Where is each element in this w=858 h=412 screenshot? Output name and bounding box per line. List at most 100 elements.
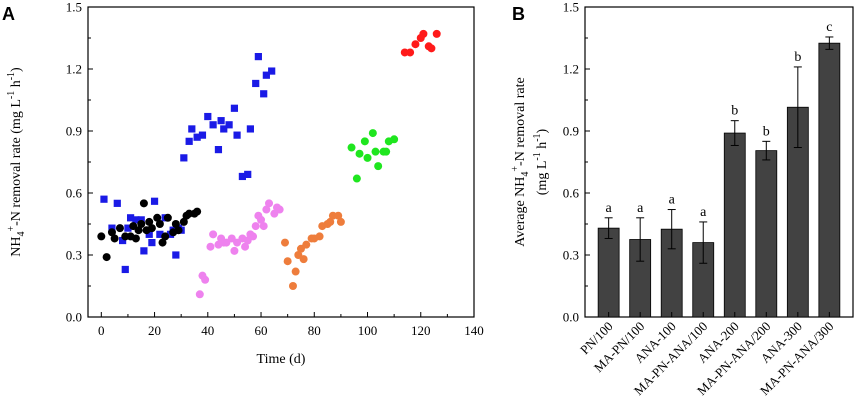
panel-a-data-point bbox=[299, 255, 308, 264]
panel-a-y-tick-label: 0.0 bbox=[66, 310, 82, 325]
panel-a-data-point bbox=[161, 232, 170, 241]
panel-b-significance-letter: a bbox=[637, 201, 644, 216]
panel-a-data-point bbox=[360, 137, 369, 146]
panel-a-data-point bbox=[193, 207, 202, 216]
panel-a-data-point bbox=[204, 112, 212, 121]
panel-a-data-point bbox=[260, 90, 268, 98]
panel-b-significance-letter: a bbox=[669, 193, 676, 208]
panel-a-data-point bbox=[249, 232, 258, 241]
panel-b-bar bbox=[723, 132, 746, 318]
panel-a-x-axis: 0 20 40 60 80 100 120 140 bbox=[98, 312, 484, 338]
panel-a-data-point bbox=[347, 143, 356, 152]
panel-a-data-point bbox=[257, 215, 266, 224]
panel-a-data-point bbox=[126, 214, 135, 222]
panel-a-data-point bbox=[432, 29, 441, 38]
panel-a-data-point bbox=[163, 213, 172, 222]
panel-a-label: A bbox=[2, 4, 15, 24]
panel-a-data-point bbox=[139, 199, 148, 208]
panel-b-y-tick-label: 1.2 bbox=[563, 62, 579, 77]
panel-b-bar bbox=[597, 227, 620, 318]
panel-b-bars: a a a a b b b c bbox=[597, 20, 841, 318]
panel-a-data-point bbox=[148, 239, 156, 247]
panel-a-data-point bbox=[198, 131, 207, 139]
panel-a-data-point bbox=[368, 129, 377, 138]
panel-a-data-point bbox=[254, 53, 262, 61]
panel-b-y-axis-label-line2: (mg L-1 h-1) bbox=[532, 128, 550, 195]
panel-b-y-axis-label-line1: Average NH4+-N removal rate bbox=[510, 77, 531, 246]
panel-a-data-point bbox=[288, 282, 297, 290]
panel-b-y-tick-label: 0.9 bbox=[563, 124, 579, 139]
panel-a-data-point bbox=[230, 104, 239, 112]
panel-b-label: B bbox=[512, 4, 525, 24]
panel-a-data-point bbox=[252, 79, 260, 88]
panel-b-y-axis: 0.0 0.3 0.6 0.9 1.2 1.5 bbox=[563, 0, 590, 325]
panel-a-data-point bbox=[283, 257, 292, 266]
panel-a-y-tick-label: 1.2 bbox=[66, 62, 82, 77]
panel-a-data-point bbox=[262, 71, 270, 79]
panel-a-data-point bbox=[195, 290, 204, 299]
panel-a-data-point bbox=[315, 232, 324, 241]
panel-a-data-point bbox=[115, 224, 124, 233]
panel-a-data-point bbox=[145, 217, 154, 226]
panel-a-data-point bbox=[280, 238, 289, 247]
panel-a-data-point bbox=[382, 147, 391, 156]
panel-a-data-point bbox=[374, 162, 383, 171]
panel-a-data-point bbox=[113, 199, 121, 207]
panel-a-data-point bbox=[110, 234, 119, 243]
panel-a-data-point bbox=[179, 217, 188, 226]
panel-a-data-point bbox=[193, 133, 201, 141]
panel-b-significance-letter: a bbox=[606, 201, 613, 216]
panel-a-data-point bbox=[302, 240, 311, 249]
panel-a-data-point bbox=[265, 199, 274, 208]
panel-a-data-point bbox=[180, 154, 188, 162]
panel-b-chart: B 0.0 0.3 0.6 0.9 1.2 1.5 a a a a b b b c PN/100MA-P… bbox=[510, 0, 854, 398]
panel-a-y-tick-label: 1.5 bbox=[66, 0, 82, 15]
panel-a-data-point bbox=[137, 220, 146, 228]
panel-b-y-tick-label: 0.3 bbox=[563, 248, 579, 263]
panel-a-data-points bbox=[97, 29, 441, 299]
panel-a-data-point bbox=[97, 232, 106, 241]
panel-a-data-point bbox=[217, 117, 225, 125]
panel-a-data-point bbox=[150, 197, 159, 205]
panel-b-bar bbox=[818, 42, 841, 318]
panel-a-data-point bbox=[201, 275, 210, 284]
panel-a-data-point bbox=[132, 216, 140, 224]
panel-a-x-axis-label: Time (d) bbox=[257, 352, 306, 367]
panel-a-data-point bbox=[147, 224, 156, 233]
panel-b-y-tick-label: 0.6 bbox=[563, 186, 580, 201]
panel-b-y-tick-label: 0.0 bbox=[563, 310, 579, 325]
panel-a-data-point bbox=[230, 246, 239, 255]
panel-a-data-point bbox=[419, 29, 428, 38]
panel-a-data-point bbox=[156, 230, 164, 238]
panel-b-plot-frame bbox=[584, 6, 854, 318]
panel-a-data-point bbox=[137, 216, 145, 224]
panel-a-data-point bbox=[145, 230, 153, 238]
panel-a-data-point bbox=[124, 224, 132, 232]
panel-b-bar bbox=[755, 150, 778, 318]
panel-a-data-point bbox=[172, 251, 180, 259]
panel-a-data-point bbox=[244, 170, 252, 178]
panel-a-data-point bbox=[119, 236, 127, 245]
panel-a-data-point bbox=[107, 228, 116, 237]
panel-a-data-point bbox=[102, 253, 111, 262]
panel-a-x-tick-label: 0 bbox=[98, 323, 105, 338]
panel-a-data-point bbox=[363, 153, 372, 162]
panel-b-significance-letter: b bbox=[763, 124, 770, 139]
panel-a-data-point bbox=[411, 40, 420, 49]
panel-b-y-tick-label: 1.5 bbox=[563, 0, 579, 15]
panel-a-data-point bbox=[153, 213, 162, 222]
panel-a-data-point bbox=[225, 121, 233, 129]
panel-a-x-tick-label: 80 bbox=[308, 323, 321, 338]
panel-b-significance-letter: c bbox=[826, 20, 832, 35]
panel-a-data-point bbox=[259, 222, 268, 231]
panel-a-x-tick-label: 20 bbox=[148, 323, 161, 338]
panel-a-plot-frame bbox=[87, 6, 475, 318]
panel-a-data-point bbox=[262, 205, 271, 214]
panel-a-data-point bbox=[251, 222, 260, 231]
panel-a-data-point bbox=[108, 224, 116, 232]
panel-a-data-point bbox=[238, 172, 246, 181]
panel-a-data-point bbox=[246, 125, 254, 133]
panel-a-data-point bbox=[121, 265, 129, 274]
panel-a-data-point bbox=[406, 48, 415, 57]
